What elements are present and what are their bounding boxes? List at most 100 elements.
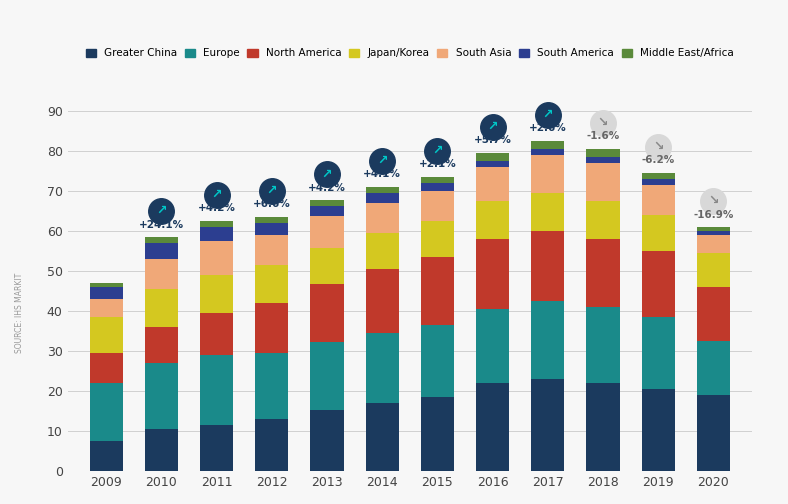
Bar [366,193,399,203]
Bar [200,313,233,355]
Text: +2.6%: +2.6% [529,123,567,134]
Bar [421,397,454,471]
Bar [641,215,675,251]
Bar [145,243,178,259]
Point [597,118,609,127]
Point [376,157,388,165]
Text: +24.1%: +24.1% [139,220,184,229]
Bar [476,167,509,201]
Bar [641,251,675,317]
Bar [421,176,454,182]
Bar [255,235,288,265]
Text: ↗: ↗ [377,154,388,167]
Text: ↗: ↗ [487,120,498,133]
Bar [586,201,619,239]
Text: ↗: ↗ [156,204,166,217]
Bar [366,233,399,269]
Bar [641,178,675,184]
Bar [586,307,619,383]
Bar [145,237,178,243]
Text: +4.1%: +4.1% [363,169,401,179]
Bar [641,184,675,215]
Bar [145,259,178,289]
Text: +4.2%: +4.2% [198,204,236,214]
Bar [310,284,344,342]
Bar [531,149,564,155]
Point [707,197,719,205]
Bar [366,333,399,403]
Bar [421,221,454,257]
Bar [586,163,619,201]
Bar [255,303,288,353]
Bar [90,353,123,383]
Bar [145,327,178,363]
Text: -16.9%: -16.9% [693,210,734,220]
Bar [476,383,509,471]
Bar [586,239,619,307]
Text: ↘: ↘ [653,140,663,153]
Bar [421,257,454,325]
Bar [255,223,288,235]
Text: ↗: ↗ [266,184,277,197]
Bar [641,173,675,178]
Text: ↗: ↗ [322,167,333,180]
Text: +4.2%: +4.2% [308,182,346,193]
Bar [255,265,288,303]
Bar [200,425,233,471]
Text: +2.1%: +2.1% [418,159,456,169]
Bar [697,253,730,287]
Bar [200,227,233,241]
Text: -1.6%: -1.6% [586,132,619,141]
Bar [586,157,619,163]
Bar [697,227,730,231]
Bar [586,149,619,157]
Bar [697,395,730,471]
Point [321,170,333,178]
Point [210,191,223,199]
Bar [586,383,619,471]
Bar [145,289,178,327]
Bar [90,287,123,299]
Bar [476,309,509,383]
Bar [90,383,123,441]
Bar [200,221,233,227]
Bar [641,389,675,471]
Bar [200,241,233,275]
Point [652,143,664,151]
Bar [476,153,509,161]
Bar [531,155,564,193]
Bar [310,216,344,248]
Legend: Greater China, Europe, North America, Japan/Korea, South Asia, South America, Mi: Greater China, Europe, North America, Ja… [84,46,736,60]
Text: ↘: ↘ [708,194,719,207]
Bar [310,206,344,216]
Bar [366,186,399,193]
Bar [697,287,730,341]
Bar [697,341,730,395]
Bar [697,231,730,235]
Bar [476,161,509,167]
Point [541,110,554,118]
Bar [310,410,344,471]
Bar [366,403,399,471]
Bar [255,353,288,419]
Point [431,147,444,155]
Text: ↗: ↗ [432,144,443,157]
Point [266,186,278,195]
Text: SOURCE: IHS MARKIT: SOURCE: IHS MARKIT [15,272,24,353]
Bar [476,239,509,309]
Bar [531,379,564,471]
Bar [200,355,233,425]
Text: +6.6%: +6.6% [253,200,291,210]
Bar [476,201,509,239]
Bar [90,283,123,287]
Bar [531,141,564,149]
Point [486,122,499,131]
Bar [90,317,123,353]
Bar [697,235,730,253]
Bar [531,301,564,379]
Bar [421,182,454,191]
Text: ↗: ↗ [211,188,221,201]
Bar [255,217,288,223]
Bar [255,419,288,471]
Bar [310,342,344,410]
